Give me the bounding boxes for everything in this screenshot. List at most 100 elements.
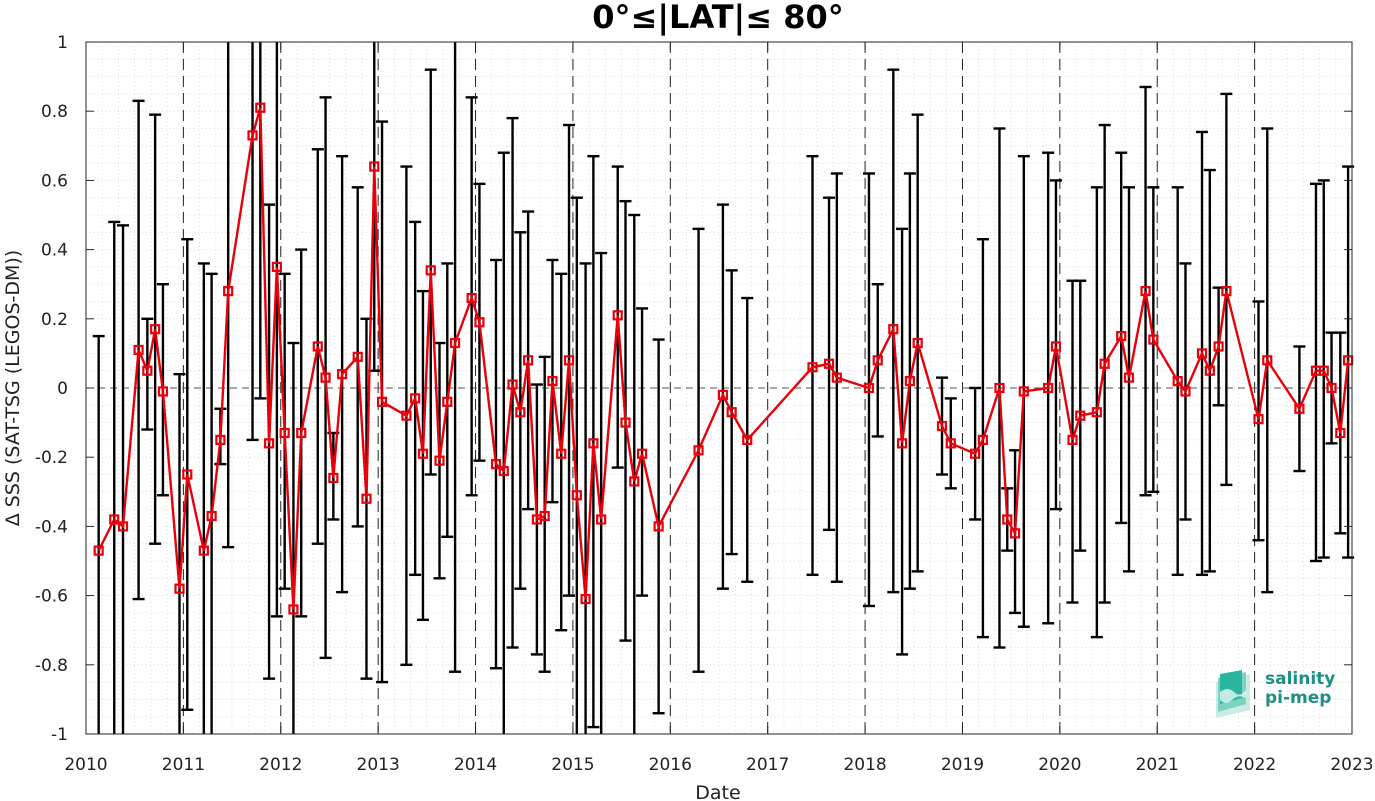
data-point — [288, 604, 299, 615]
x-axis-label: Date — [695, 782, 740, 801]
data-point — [1075, 410, 1086, 421]
data-point — [352, 351, 363, 362]
data-point — [1262, 355, 1273, 366]
data-point — [1116, 331, 1127, 342]
data-point — [1099, 358, 1110, 369]
data-point — [1172, 375, 1183, 387]
data-point — [1018, 386, 1029, 397]
data-point — [425, 265, 436, 276]
data-point — [547, 375, 558, 387]
y-tick-label: 1 — [57, 33, 68, 53]
data-point — [1050, 341, 1062, 352]
data-point — [620, 417, 631, 428]
data-point — [296, 427, 307, 439]
data-point — [434, 455, 445, 466]
data-point — [717, 389, 728, 401]
x-tick-label: 2012 — [259, 755, 302, 775]
data-point — [1204, 365, 1215, 376]
data-point — [474, 317, 485, 328]
data-point — [1335, 427, 1346, 439]
data-point — [328, 472, 339, 484]
data-point — [863, 382, 875, 394]
data-point — [133, 344, 144, 356]
data-point — [1123, 372, 1135, 383]
data-point — [215, 434, 226, 445]
data-point — [596, 514, 607, 525]
data-point — [498, 465, 509, 477]
y-tick-label: -0.4 — [35, 517, 68, 537]
data-point — [206, 510, 217, 522]
data-point — [320, 372, 331, 383]
data-point — [872, 355, 883, 366]
data-point — [945, 438, 956, 449]
chart-title: 0°≤|LAT|≤ 80° — [592, 0, 843, 37]
logo-line-pi-mep: pi-mep — [1265, 688, 1332, 708]
x-tick-label: 2022 — [1233, 755, 1276, 775]
data-point — [93, 545, 104, 556]
data-point — [449, 337, 461, 349]
data-point — [361, 493, 372, 504]
data-point — [376, 396, 388, 407]
y-tick-label: 0.6 — [41, 171, 68, 191]
data-point — [142, 365, 153, 376]
data-point — [279, 427, 290, 439]
x-tick-labels: 2010 2011 2012 2013 2014 2015 2016 2017 2018 2019… — [64, 755, 1373, 775]
x-tick-label: 2019 — [941, 755, 984, 775]
data-point — [182, 469, 193, 480]
data-point — [580, 593, 591, 605]
axis-ticks — [85, 41, 1353, 735]
data-point — [1318, 365, 1329, 376]
data-point — [693, 445, 704, 456]
data-point — [271, 261, 282, 272]
data-point — [1196, 348, 1208, 359]
x-tick-label: 2023 — [1330, 755, 1373, 775]
data-point — [807, 362, 818, 373]
data-point — [742, 434, 753, 445]
x-tick-label: 2016 — [649, 755, 692, 775]
x-tick-label: 2021 — [1136, 755, 1179, 775]
wave-logo-icon — [1216, 670, 1250, 718]
y-tick-label: -1 — [51, 725, 68, 745]
y-tick-label: 0 — [57, 379, 68, 399]
x-tick-label: 2015 — [551, 755, 594, 775]
x-tick-label: 2011 — [162, 755, 205, 775]
x-tick-label: 2014 — [454, 755, 497, 775]
data-point — [523, 355, 534, 366]
data-point — [629, 476, 640, 487]
data-point — [515, 407, 526, 418]
data-point — [571, 490, 582, 501]
logo-text: salinity pi-mep — [1265, 670, 1335, 708]
data-point — [223, 286, 234, 297]
grid — [85, 41, 1353, 735]
y-tick-label: -0.2 — [35, 448, 68, 468]
data-point — [539, 510, 550, 522]
y-tick-label: 0.8 — [41, 102, 68, 122]
y-axis-label: Δ SSS (SAT-TSG (LEGOS-DM)) — [2, 250, 24, 526]
data-point — [1009, 528, 1021, 539]
data-point — [466, 292, 477, 304]
data-point — [831, 372, 842, 383]
data-point — [507, 379, 518, 390]
data-point — [1180, 386, 1191, 397]
data-point — [636, 448, 648, 459]
data-point — [970, 448, 981, 459]
data-point — [823, 358, 835, 369]
data-point — [401, 410, 412, 421]
y-tick-label: 0.2 — [41, 310, 68, 330]
data-point — [150, 324, 161, 335]
data-point — [312, 341, 323, 352]
x-tick-label: 2020 — [1038, 755, 1081, 775]
data-point — [1091, 407, 1102, 418]
data-point — [490, 459, 502, 470]
data-point — [896, 438, 908, 449]
y-tick-label: -0.6 — [35, 587, 68, 607]
data-point — [977, 434, 989, 445]
data-point — [994, 382, 1005, 394]
data-point — [588, 438, 599, 449]
data-point — [255, 102, 266, 113]
data-point — [563, 355, 575, 366]
data-point — [1148, 334, 1159, 345]
y-tick-label: 0.4 — [41, 241, 68, 261]
data-point — [1294, 403, 1305, 414]
